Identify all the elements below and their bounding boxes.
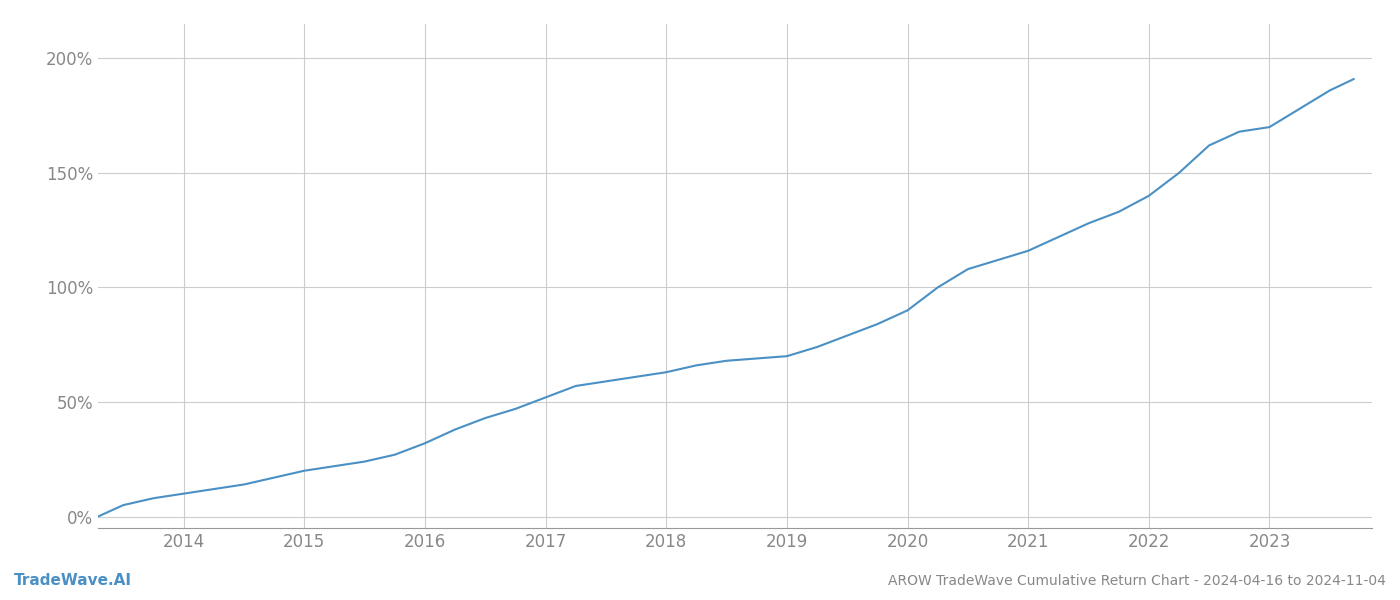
Text: AROW TradeWave Cumulative Return Chart - 2024-04-16 to 2024-11-04: AROW TradeWave Cumulative Return Chart -… — [888, 574, 1386, 588]
Text: TradeWave.AI: TradeWave.AI — [14, 573, 132, 588]
